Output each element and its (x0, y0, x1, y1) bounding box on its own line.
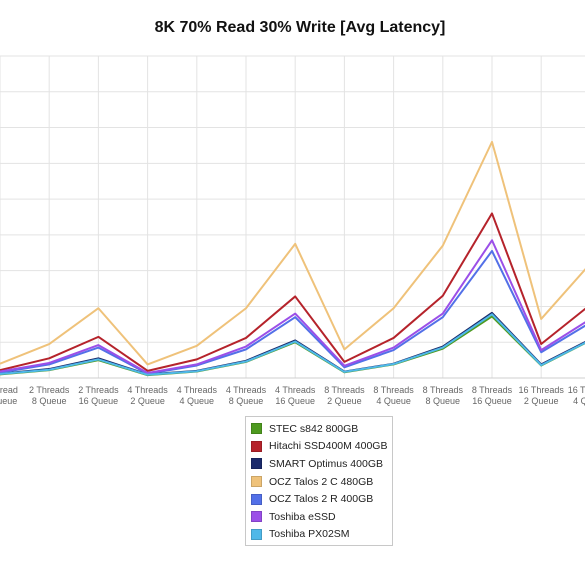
legend-label: Toshiba PX02SM (269, 528, 350, 541)
legend-item[interactable]: Hitachi SSD400M 400GB (251, 438, 392, 456)
series-line-3 (0, 311, 585, 376)
series-line-7 (0, 313, 585, 376)
legend-item[interactable]: Toshiba PX02SM (251, 526, 392, 544)
x-tick-label: 16 Queue (275, 396, 315, 406)
legend-label: OCZ Talos 2 C 480GB (269, 475, 374, 488)
x-tick-label: 4 Threads (127, 385, 168, 395)
x-tick-label: 2 Threads (29, 385, 70, 395)
legend-label: OCZ Talos 2 R 400GB (269, 493, 374, 506)
x-tick-label: 1 Queue (0, 396, 17, 406)
series-line-4 (0, 140, 585, 366)
x-tick-label: 4 Queue (573, 396, 585, 406)
x-tick-label: 4 Threads (226, 385, 267, 395)
x-tick-label: 4 Threads (275, 385, 316, 395)
legend-swatch (251, 493, 262, 505)
x-tick-label: 4 Queue (180, 396, 215, 406)
legend-item[interactable]: STEC s842 800GB (251, 420, 392, 438)
legend-swatch (251, 423, 262, 435)
x-tick-label: 8 Threads (423, 385, 464, 395)
legend-item[interactable]: Toshiba eSSD (251, 508, 392, 526)
series-line-5 (0, 249, 585, 375)
legend-item[interactable]: SMART Optimus 400GB (251, 455, 392, 473)
x-tick-label: 2 Threads (78, 385, 119, 395)
x-tick-label: 4 Queue (376, 396, 411, 406)
x-tick-label: 4 Threads (177, 385, 218, 395)
chart-title: 8K 70% Read 30% Write [Avg Latency] (154, 19, 446, 36)
x-tick-label: 8 Queue (426, 396, 461, 406)
legend-item[interactable]: OCZ Talos 2 C 480GB (251, 473, 392, 491)
x-tick-label: 2 Queue (130, 396, 165, 406)
legend-item[interactable]: OCZ Talos 2 R 400GB (251, 490, 392, 508)
legend-label: SMART Optimus 400GB (269, 457, 383, 470)
x-tick-label: 8 Queue (32, 396, 67, 406)
x-tick-label: 16 Threads (568, 385, 585, 395)
legend-label: Hitachi SSD400M 400GB (269, 440, 388, 453)
legend: STEC s842 800GB Hitachi SSD400M 400GB SMAR… (245, 416, 393, 546)
x-tick-label: 16 Queue (79, 396, 119, 406)
legend-swatch (251, 528, 262, 540)
series-line-1 (0, 315, 585, 377)
x-tick-label: 16 Threads (519, 385, 565, 395)
series-line-2 (0, 212, 585, 372)
x-tick-label: 8 Queue (229, 396, 264, 406)
x-tick-label: 8 Threads (373, 385, 414, 395)
legend-swatch (251, 458, 262, 470)
x-tick-label: 2 Queue (524, 396, 559, 406)
x-tick-label: 16 Queue (472, 396, 512, 406)
x-tick-label: 8 Threads (324, 385, 365, 395)
legend-swatch (251, 476, 262, 488)
legend-label: STEC s842 800GB (269, 422, 359, 435)
legend-label: Toshiba eSSD (269, 510, 336, 523)
x-tick-label: 2 Queue (327, 396, 362, 406)
legend-swatch (251, 511, 262, 523)
series-lines (0, 140, 585, 377)
series-line-6 (0, 239, 585, 374)
x-tick-label: 1 Thread (0, 385, 18, 395)
legend-swatch (251, 440, 262, 452)
grid-lines (0, 55, 585, 379)
x-tick-label: 8 Threads (472, 385, 513, 395)
